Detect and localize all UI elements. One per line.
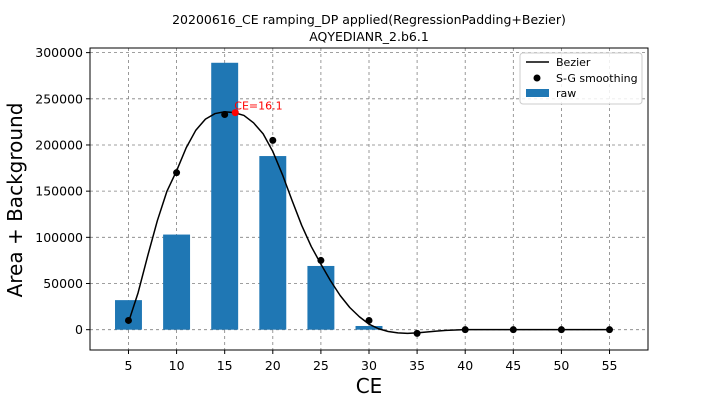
x-tick-label: 40 — [457, 358, 473, 373]
x-tick-label: 50 — [553, 358, 569, 373]
bar — [355, 325, 383, 330]
y-tick-label: 100000 — [35, 230, 83, 245]
y-tick-label: 300000 — [35, 45, 83, 60]
smoothing-point — [269, 136, 277, 144]
x-axis: 5 10 15 20 25 30 35 40 45 50 55 — [125, 350, 618, 373]
chart-title: 20200616_CE ramping_DP applied(Regressio… — [172, 12, 566, 27]
smoothing-point — [365, 316, 373, 324]
bar — [163, 234, 191, 330]
annotation: CE=16.1 — [231, 100, 283, 117]
y-tick-label: 0 — [75, 322, 83, 337]
x-tick-label: 55 — [602, 358, 618, 373]
smoothing-point — [413, 329, 421, 337]
legend: Bezier S-G smoothing raw — [519, 52, 643, 105]
bezier-series — [127, 110, 610, 335]
y-axis: 0 50000 100000 150000 200000 250000 300000 — [35, 45, 90, 337]
y-tick-label: 150000 — [35, 184, 83, 199]
smoothing-point — [461, 326, 469, 334]
legend-label-smoothing: S-G smoothing — [556, 72, 638, 85]
legend-box — [519, 52, 643, 105]
bezier-line — [127, 110, 610, 335]
smoothing-point — [173, 169, 181, 177]
x-tick-label: 30 — [361, 358, 377, 373]
smoothing-point — [606, 326, 614, 334]
legend-label-bezier: Bezier — [556, 56, 591, 69]
y-axis-label: Area + Background — [3, 103, 27, 298]
chart-subtitle: AQYEDIANR_2.b6.1 — [309, 29, 429, 44]
smoothing-point — [557, 326, 565, 334]
legend-label-raw: raw — [556, 87, 576, 100]
legend-swatch-smoothing — [533, 74, 541, 82]
annotation-marker — [231, 109, 239, 117]
smoothing-point — [221, 110, 229, 118]
bar — [211, 62, 239, 330]
smoothing-point — [509, 326, 517, 334]
x-tick-label: 10 — [169, 358, 185, 373]
legend-swatch-raw — [526, 89, 549, 97]
bar — [259, 156, 287, 330]
x-tick-label: 5 — [125, 358, 133, 373]
x-tick-label: 45 — [505, 358, 521, 373]
smoothing-point — [124, 316, 132, 324]
smoothing-series — [124, 110, 614, 337]
x-axis-label: CE — [356, 374, 383, 398]
x-tick-label: 35 — [409, 358, 425, 373]
x-tick-label: 25 — [313, 358, 329, 373]
x-tick-label: 15 — [217, 358, 233, 373]
annotation-label: CE=16.1 — [234, 100, 282, 113]
x-tick-label: 20 — [265, 358, 281, 373]
y-tick-label: 200000 — [35, 137, 83, 152]
bar — [115, 300, 142, 330]
smoothing-point — [317, 256, 325, 264]
y-tick-label: 50000 — [43, 276, 83, 291]
bar — [307, 265, 335, 330]
y-tick-label: 250000 — [35, 91, 83, 106]
bar-series — [115, 62, 383, 330]
